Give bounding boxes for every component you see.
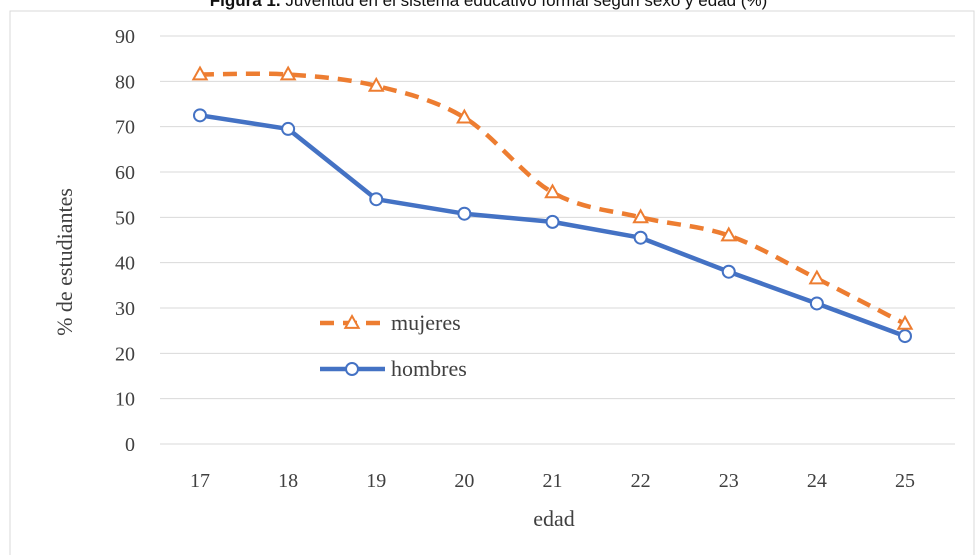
y-tick-label: 10 <box>115 389 135 411</box>
data-point-hombres <box>193 108 207 123</box>
data-point-mujeres <box>367 76 385 92</box>
data-point-hombres <box>721 264 736 279</box>
figure-title: Figura 1. Juventud en el sistema educati… <box>0 0 977 11</box>
data-point-hombres <box>281 121 296 136</box>
y-tick-label: 80 <box>115 71 135 93</box>
data-point-mujeres <box>191 65 209 81</box>
x-axis-label: edad <box>533 506 575 531</box>
x-tick-label: 18 <box>278 470 298 492</box>
y-tick-label: 60 <box>115 162 135 184</box>
x-tick-label: 20 <box>454 470 474 492</box>
legend-label: hombres <box>391 356 467 381</box>
data-point-mujeres <box>896 314 914 330</box>
y-tick-label: 0 <box>125 434 135 456</box>
legend-entry-mujeres: mujeres <box>320 310 461 335</box>
y-tick-label: 50 <box>115 207 135 229</box>
series-group <box>191 65 914 344</box>
legend-marker <box>343 313 361 329</box>
data-point-hombres <box>369 192 384 207</box>
series-mujeres <box>191 65 914 330</box>
x-tick-label: 23 <box>719 470 739 492</box>
data-point-hombres <box>633 230 648 245</box>
legend-entry-hombres: hombres <box>320 356 467 381</box>
figure-title-text: Juventud en el sistema educativo formal … <box>280 0 768 10</box>
x-axis-ticks: 17 18 19 20 21 22 23 24 25 <box>190 470 915 492</box>
data-point-mujeres <box>456 108 473 124</box>
y-tick-label: 30 <box>115 298 135 320</box>
data-point-mujeres <box>720 226 738 242</box>
x-tick-label: 21 <box>543 470 563 492</box>
legend-label: mujeres <box>391 310 461 335</box>
x-tick-label: 17 <box>190 470 210 492</box>
y-tick-label: 20 <box>115 343 135 365</box>
x-tick-label: 24 <box>807 470 827 492</box>
figure-title-prefix: Figura 1. <box>209 0 281 10</box>
y-tick-label: 90 <box>115 26 135 48</box>
data-point-hombres <box>457 206 472 221</box>
y-axis-ticks: 0 10 20 30 40 50 60 70 80 90 <box>115 26 135 456</box>
legend-marker <box>345 362 359 376</box>
y-tick-label: 40 <box>115 253 135 275</box>
data-point-mujeres <box>632 208 649 224</box>
data-point-mujeres <box>279 65 297 81</box>
y-axis-label: % de estudiantes <box>52 188 77 336</box>
data-point-hombres <box>545 214 560 229</box>
x-tick-label: 25 <box>895 470 915 492</box>
data-point-mujeres <box>808 269 826 285</box>
x-tick-label: 19 <box>366 470 386 492</box>
y-tick-label: 70 <box>115 117 135 139</box>
series-hombres <box>193 108 912 344</box>
data-point-hombres <box>898 329 912 344</box>
series-line-mujeres <box>199 71 907 326</box>
legend: mujeres hombres <box>320 310 467 381</box>
data-point-hombres <box>809 296 824 311</box>
x-tick-label: 22 <box>631 470 651 492</box>
data-point-mujeres <box>544 183 561 199</box>
